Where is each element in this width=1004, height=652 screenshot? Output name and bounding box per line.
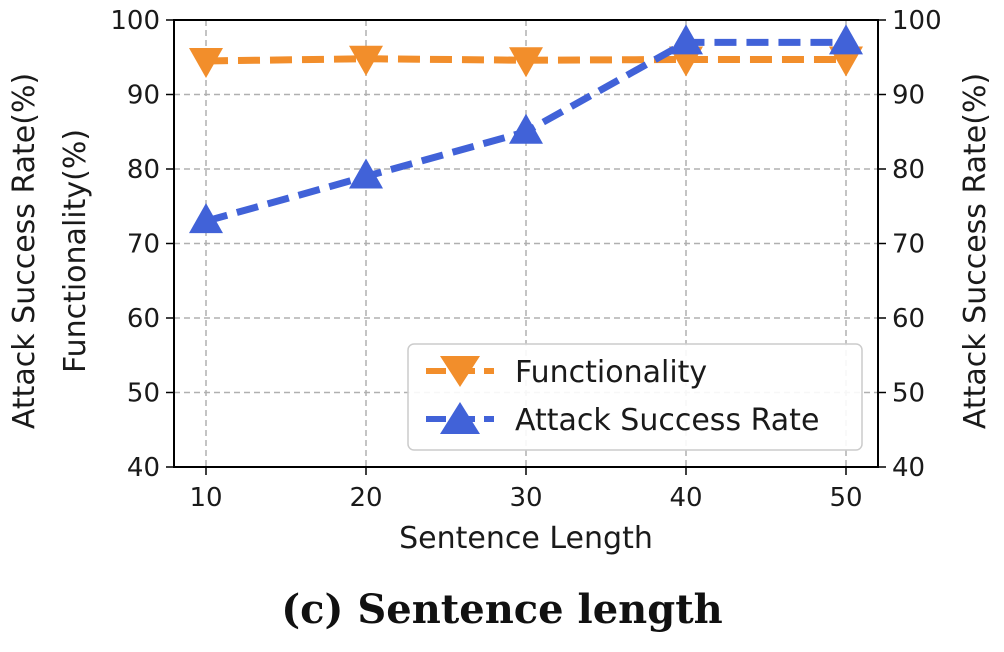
y-axis-label-left-2: Functionality(%): [58, 129, 93, 373]
ticks: 10 20 30 40 50 40 40 50 50 60 60 70 70 80 80 90 90 100 100: [110, 6, 941, 513]
legend-label-functionality: Functionality: [515, 355, 707, 390]
data-point-1: [509, 113, 543, 144]
x-axis-label: Sentence Length: [399, 521, 653, 556]
data-point-0: [349, 45, 383, 76]
data-point-1: [189, 203, 223, 234]
y-tick-label-left: 70: [127, 230, 160, 260]
y-tick-label-right: 40: [892, 453, 925, 483]
legend-marker-functionality: [440, 356, 480, 387]
x-tick-label: 50: [829, 483, 862, 513]
x-tick-label: 30: [509, 483, 542, 513]
y-axis-label-right: Attack Success Rate(%): [958, 73, 993, 429]
figure-caption: (c) Sentence length: [281, 586, 723, 633]
y-tick-label-left: 50: [127, 379, 160, 409]
y-tick-label-left: 40: [127, 453, 160, 483]
y-tick-label-right: 90: [892, 81, 925, 111]
legend-box: [407, 343, 863, 451]
x-tick-label: 20: [349, 483, 382, 513]
x-tick-label: 40: [669, 483, 702, 513]
y-tick-label-left: 90: [127, 81, 160, 111]
y-tick-label-left: 80: [127, 155, 160, 185]
y-tick-label-right: 60: [892, 304, 925, 334]
y-tick-label-right: 80: [892, 155, 925, 185]
y-tick-label-left: 100: [110, 6, 160, 36]
y-tick-label-left: 60: [127, 304, 160, 334]
series-layer: [189, 24, 863, 234]
y-tick-label-right: 100: [892, 6, 942, 36]
y-tick-label-right: 50: [892, 379, 925, 409]
y-axis-label-left-1: Attack Success Rate(%): [7, 73, 42, 429]
data-point-1: [669, 24, 703, 55]
data-point-1: [829, 24, 863, 55]
x-tick-label: 10: [189, 483, 222, 513]
data-point-0: [509, 47, 543, 78]
data-point-1: [349, 158, 383, 189]
legend-label-asr: Attack Success Rate: [515, 403, 819, 438]
legend-marker-asr: [440, 402, 480, 434]
y-tick-label-right: 70: [892, 230, 925, 260]
legend: Functionality Attack Success Rate: [407, 343, 863, 451]
line-chart: 10 20 30 40 50 40 40 50 50 60 60 70 70 80 80 90 90 100 100…: [7, 6, 993, 556]
data-point-0: [189, 47, 223, 78]
